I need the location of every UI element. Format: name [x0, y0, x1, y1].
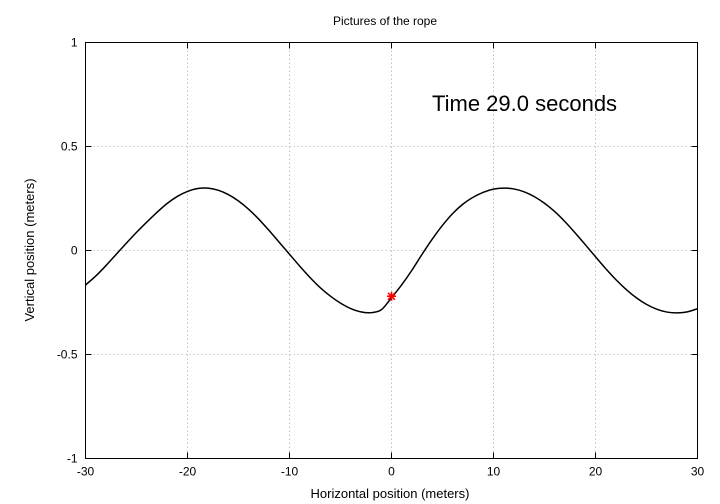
y-tick-label: -0.5	[57, 348, 78, 362]
x-tick-label: -10	[281, 465, 299, 479]
y-tick-label: 0	[71, 244, 78, 258]
x-tick-label: -20	[179, 465, 197, 479]
y-axis-label: Vertical position (meters)	[22, 178, 37, 321]
x-tick-label: -30	[77, 465, 95, 479]
series-layer	[85, 187, 698, 314]
x-tick-label: 0	[388, 465, 395, 479]
tick-layer: -30 -20 -10 0 10 20 30 -1 -0.5 0 0.5 1	[57, 36, 705, 479]
y-tick-label: 0.5	[61, 140, 78, 154]
tracked-point-marker	[387, 291, 396, 301]
x-axis-label: Horizontal position (meters)	[311, 486, 470, 501]
x-tick-label: 30	[691, 465, 705, 479]
y-tick-label: 1	[71, 36, 78, 50]
x-tick-label: 20	[589, 465, 603, 479]
chart-title: Pictures of the rope	[333, 14, 437, 28]
x-tick-label: 10	[487, 465, 501, 479]
y-tick-label: -1	[67, 452, 78, 466]
time-annotation: Time 29.0 seconds	[432, 91, 617, 116]
grid-layer	[85, 42, 698, 459]
